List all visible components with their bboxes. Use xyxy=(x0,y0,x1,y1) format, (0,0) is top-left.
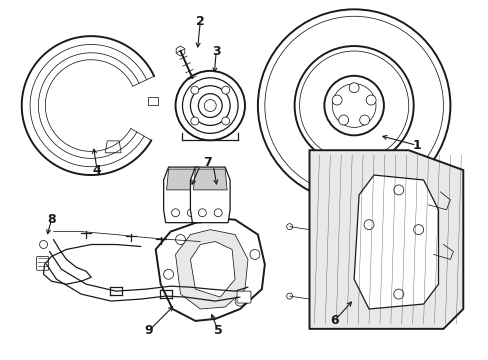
Polygon shape xyxy=(176,46,184,56)
Polygon shape xyxy=(190,242,235,297)
Circle shape xyxy=(187,209,195,217)
Text: 5: 5 xyxy=(213,324,222,337)
Text: 2: 2 xyxy=(196,15,204,28)
Polygon shape xyxy=(105,141,121,153)
Polygon shape xyxy=(175,230,247,309)
Text: 3: 3 xyxy=(211,45,220,58)
Text: 8: 8 xyxy=(47,213,56,226)
Text: 7: 7 xyxy=(203,156,211,168)
Circle shape xyxy=(198,209,206,217)
Circle shape xyxy=(175,235,185,244)
Text: 9: 9 xyxy=(144,324,153,337)
Polygon shape xyxy=(193,169,226,190)
Circle shape xyxy=(204,100,216,112)
FancyBboxPatch shape xyxy=(237,291,250,303)
Circle shape xyxy=(366,95,375,105)
Circle shape xyxy=(286,224,292,230)
Circle shape xyxy=(364,220,373,230)
Circle shape xyxy=(393,289,403,299)
Circle shape xyxy=(214,209,222,217)
Circle shape xyxy=(249,249,259,260)
Circle shape xyxy=(221,86,229,94)
Circle shape xyxy=(235,296,244,306)
Circle shape xyxy=(331,95,342,105)
Circle shape xyxy=(359,115,369,125)
Circle shape xyxy=(182,78,238,133)
Circle shape xyxy=(221,117,229,125)
Circle shape xyxy=(393,185,403,195)
Circle shape xyxy=(40,240,47,248)
Circle shape xyxy=(190,86,230,125)
Circle shape xyxy=(413,225,423,235)
Circle shape xyxy=(198,94,222,117)
Circle shape xyxy=(324,76,383,135)
Text: 1: 1 xyxy=(411,139,420,152)
Polygon shape xyxy=(190,167,230,223)
Polygon shape xyxy=(148,96,158,105)
FancyBboxPatch shape xyxy=(37,256,48,270)
Polygon shape xyxy=(163,167,203,223)
Circle shape xyxy=(190,117,199,125)
Circle shape xyxy=(163,269,173,279)
Circle shape xyxy=(348,83,358,93)
Circle shape xyxy=(338,115,348,125)
Polygon shape xyxy=(166,169,200,190)
Text: 4: 4 xyxy=(93,163,102,176)
Circle shape xyxy=(286,293,292,299)
Text: 6: 6 xyxy=(329,314,338,327)
Circle shape xyxy=(332,84,375,127)
Polygon shape xyxy=(309,150,462,329)
Circle shape xyxy=(190,86,199,94)
Polygon shape xyxy=(155,218,264,321)
Polygon shape xyxy=(353,175,438,309)
Circle shape xyxy=(175,71,244,140)
Circle shape xyxy=(171,209,179,217)
